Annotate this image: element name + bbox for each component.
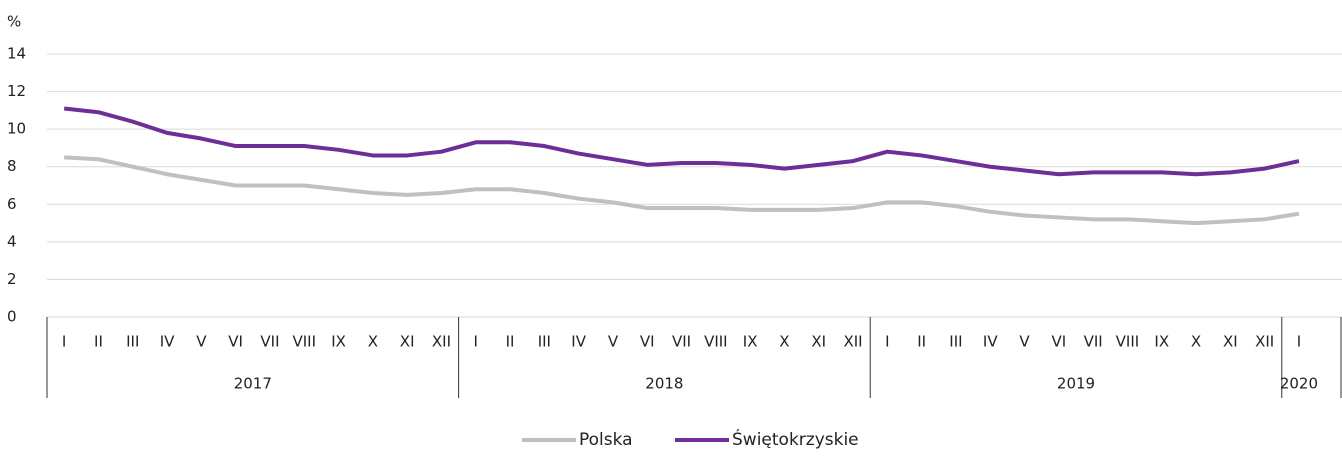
x-tick-label: XI: [811, 333, 826, 351]
series-line: [63, 106, 1300, 177]
x-tick-label: I: [474, 333, 478, 351]
x-tick-label: III: [949, 333, 962, 351]
y-tick-label: 4: [7, 232, 17, 250]
x-tick-label: X: [1191, 333, 1201, 351]
year-label: 2020: [1280, 375, 1318, 393]
x-tick-label: VIII: [704, 333, 728, 351]
x-tick-label: IV: [160, 333, 175, 351]
x-tick-label: II: [94, 333, 103, 351]
x-tick-label: IV: [571, 333, 586, 351]
x-tick-label: VII: [1084, 333, 1103, 351]
x-tick-label: IX: [331, 333, 346, 351]
year-label: 2017: [234, 375, 272, 393]
y-tick-label: 10: [7, 120, 26, 138]
y-tick-label: 12: [7, 82, 26, 100]
x-tick-label: III: [126, 333, 139, 351]
x-tick-label: X: [779, 333, 789, 351]
x-tick-label: VIII: [292, 333, 316, 351]
x-tick-label: IX: [743, 333, 758, 351]
x-tick-label: III: [538, 333, 551, 351]
year-label: 2019: [1057, 375, 1095, 393]
x-tick-label: V: [1019, 333, 1030, 351]
year-label: 2018: [645, 375, 683, 393]
x-tick-label: II: [506, 333, 515, 351]
x-tick-label: VIII: [1116, 333, 1140, 351]
x-tick-label: XI: [400, 333, 415, 351]
x-tick-label: XII: [432, 333, 451, 351]
x-tick-label: VII: [260, 333, 279, 351]
y-tick-label: 8: [7, 157, 17, 175]
x-tick-label: XII: [843, 333, 862, 351]
x-tick-label: XII: [1255, 333, 1274, 351]
x-tick-label: IV: [983, 333, 998, 351]
y-tick-label: 2: [7, 270, 17, 288]
x-tick-label: V: [608, 333, 619, 351]
x-tick-label: VI: [1052, 333, 1067, 351]
x-tick-label: II: [917, 333, 926, 351]
legend-label: Polska: [579, 430, 633, 450]
y-unit: %: [7, 13, 21, 31]
x-tick-label: VI: [228, 333, 243, 351]
x-tick-label: XI: [1223, 333, 1238, 351]
series-line: [64, 155, 1300, 226]
x-tick-label: VII: [672, 333, 691, 351]
y-tick-label: 0: [7, 308, 17, 326]
x-tick-label: I: [62, 333, 66, 351]
x-tick-label: I: [1297, 333, 1301, 351]
x-tick-label: IX: [1154, 333, 1169, 351]
x-tick-label: V: [196, 333, 207, 351]
x-tick-label: X: [368, 333, 378, 351]
legend-label: Świętokrzyskie: [732, 428, 859, 450]
x-tick-label: VI: [640, 333, 655, 351]
y-tick-label: 14: [7, 45, 26, 63]
x-tick-label: I: [885, 333, 889, 351]
y-tick-label: 6: [7, 195, 17, 213]
